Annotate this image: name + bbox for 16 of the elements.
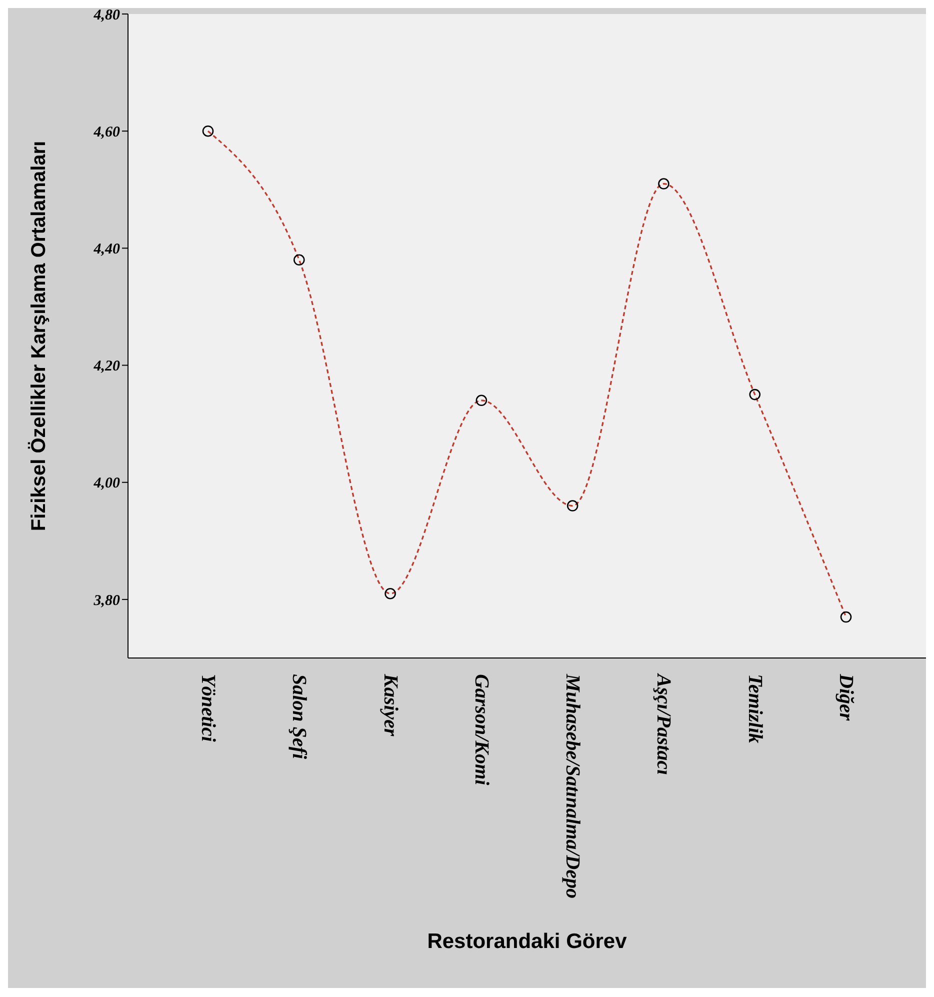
x-tick-label: Temizlik — [744, 674, 766, 744]
x-axis-title: Restorandaki Görev — [427, 930, 628, 953]
y-tick-label: 4,80 — [92, 7, 120, 24]
y-tick-label: 3,80 — [92, 592, 120, 609]
x-tick-label: Diğer — [835, 673, 857, 721]
x-tick-label: Yönetici — [197, 674, 219, 742]
x-tick-label: Aşçı/Pastacı — [652, 672, 675, 776]
x-tick-label: Salon Şefi — [288, 674, 310, 760]
y-tick-label: 4,00 — [92, 476, 120, 492]
x-tick-label: Garson/Komi — [470, 674, 492, 786]
x-tick-label: Muhasebe/Satınalma/Depo — [562, 673, 584, 898]
y-tick-label: 4,40 — [92, 242, 120, 258]
y-tick-label: 4,60 — [92, 124, 120, 140]
y-axis-title: Fiziksel Özellikler Karşılama Ortalamaları — [27, 140, 50, 532]
y-tick-label: 4,20 — [92, 358, 120, 375]
x-tick-label: Kasiyer — [379, 673, 402, 736]
